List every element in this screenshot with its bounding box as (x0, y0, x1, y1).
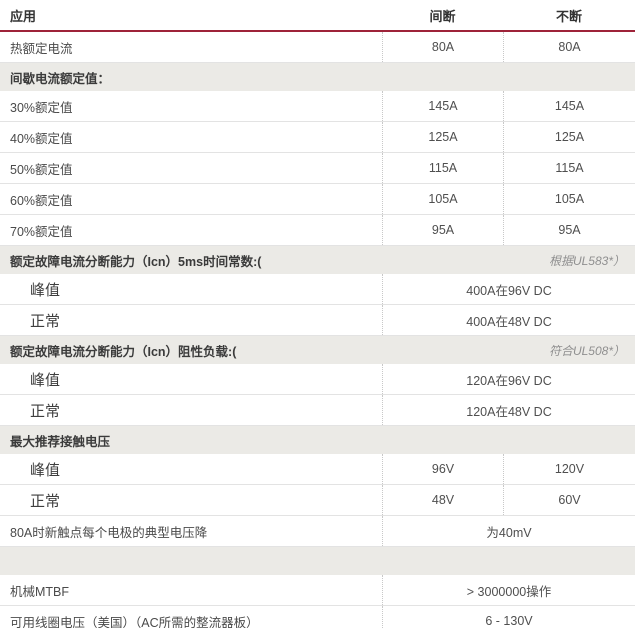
cell-value-intermittent: 48V (382, 485, 503, 515)
row-60-percent-rating: 60%额定值 105A 105A (0, 184, 635, 215)
section-title: 间歇电流额定值： (10, 71, 111, 86)
cell-value-intermittent: 145A (382, 91, 503, 121)
cell-value-span: 6 - 130V (382, 606, 635, 628)
column-header-application: 应用 (10, 8, 37, 24)
cell-label: 30%额定值 (10, 100, 73, 115)
cell-value-intermittent: 115A (382, 153, 503, 183)
cell-label: 热额定电流 (10, 41, 73, 56)
section-fault-breaking-5ms: 额定故障电流分断能力（Icn）5ms时间常数:( 根据UL583*） (0, 246, 635, 274)
cell-value-continuous: 145A (503, 91, 635, 121)
cell-value-span: > 3000000操作 (382, 575, 635, 605)
row-mechanical-mtbf: 机械MTBF > 3000000操作 (0, 575, 635, 606)
section-title: 额定故障电流分断能力（Icn）5ms时间常数:( (10, 254, 262, 269)
cell-value-span: 为40mV (382, 516, 635, 546)
cell-value-span: 120A在48V DC (382, 395, 635, 425)
row-40-percent-rating: 40%额定值 125A 125A (0, 122, 635, 153)
row-coil-voltage: 可用线圈电压（美国）（AC所需的整流器板） 6 - 130V (0, 606, 635, 628)
cell-value-intermittent: 95A (382, 215, 503, 245)
section-title: 额定故障电流分断能力（Icn）阻性负载:( (10, 344, 237, 359)
section-max-recommended-contact-voltage: 最大推荐接触电压 (0, 426, 635, 454)
cell-value-span: 120A在96V DC (382, 364, 635, 394)
section-fault-breaking-resistive: 额定故障电流分断能力（Icn）阻性负载:( 符合UL508*） (0, 336, 635, 364)
column-header-continuous: 不断 (555, 8, 582, 24)
cell-value-continuous: 60V (503, 485, 635, 515)
row-normal-5ms: 正常 400A在48V DC (0, 305, 635, 336)
cell-value-continuous: 115A (503, 153, 635, 183)
cell-value-continuous: 80A (503, 32, 635, 62)
row-peak-5ms: 峰值 400A在96V DC (0, 274, 635, 305)
section-note: 根据UL583*） (548, 253, 625, 268)
cell-value-intermittent: 105A (382, 184, 503, 214)
row-50-percent-rating: 50%额定值 115A 115A (0, 153, 635, 184)
table-header-row: 应用 间断 不断 (0, 0, 635, 32)
cell-label: 50%额定值 (10, 162, 73, 177)
cell-label: 峰值 (30, 281, 61, 299)
row-thermal-rated-current: 热额定电流 80A 80A (0, 32, 635, 63)
column-header-intermittent: 间断 (429, 8, 456, 24)
cell-value-continuous: 120V (503, 454, 635, 484)
cell-label: 正常 (30, 492, 61, 510)
section-empty-band (0, 547, 635, 575)
cell-label: 正常 (30, 312, 61, 330)
cell-label: 可用线圈电压（美国）（AC所需的整流器板） (10, 615, 259, 628)
section-intermittent-current-ratings: 间歇电流额定值： (0, 63, 635, 91)
section-note: 符合UL508*） (548, 343, 625, 358)
cell-value-span: 400A在96V DC (382, 274, 635, 304)
row-30-percent-rating: 30%额定值 145A 145A (0, 91, 635, 122)
cell-value-continuous: 125A (503, 122, 635, 152)
cell-value-continuous: 105A (503, 184, 635, 214)
row-peak-voltage: 峰值 96V 120V (0, 454, 635, 485)
row-peak-resistive: 峰值 120A在96V DC (0, 364, 635, 395)
cell-value-intermittent: 125A (382, 122, 503, 152)
cell-value-continuous: 95A (503, 215, 635, 245)
cell-label: 40%额定值 (10, 131, 73, 146)
cell-label: 峰值 (30, 461, 61, 479)
row-normal-resistive: 正常 120A在48V DC (0, 395, 635, 426)
cell-value-span: 400A在48V DC (382, 305, 635, 335)
cell-label: 60%额定值 (10, 193, 73, 208)
cell-label: 80A时新触点每个电极的典型电压降 (10, 525, 208, 540)
cell-value-intermittent: 80A (382, 32, 503, 62)
row-normal-voltage: 正常 48V 60V (0, 485, 635, 516)
cell-label: 峰值 (30, 371, 61, 389)
row-70-percent-rating: 70%额定值 95A 95A (0, 215, 635, 246)
row-typical-voltage-drop: 80A时新触点每个电极的典型电压降 为40mV (0, 516, 635, 547)
cell-value-intermittent: 96V (382, 454, 503, 484)
cell-label: 70%额定值 (10, 224, 73, 239)
cell-label: 正常 (30, 402, 61, 420)
cell-label: 机械MTBF (10, 584, 70, 599)
section-title: 最大推荐接触电压 (10, 434, 111, 449)
